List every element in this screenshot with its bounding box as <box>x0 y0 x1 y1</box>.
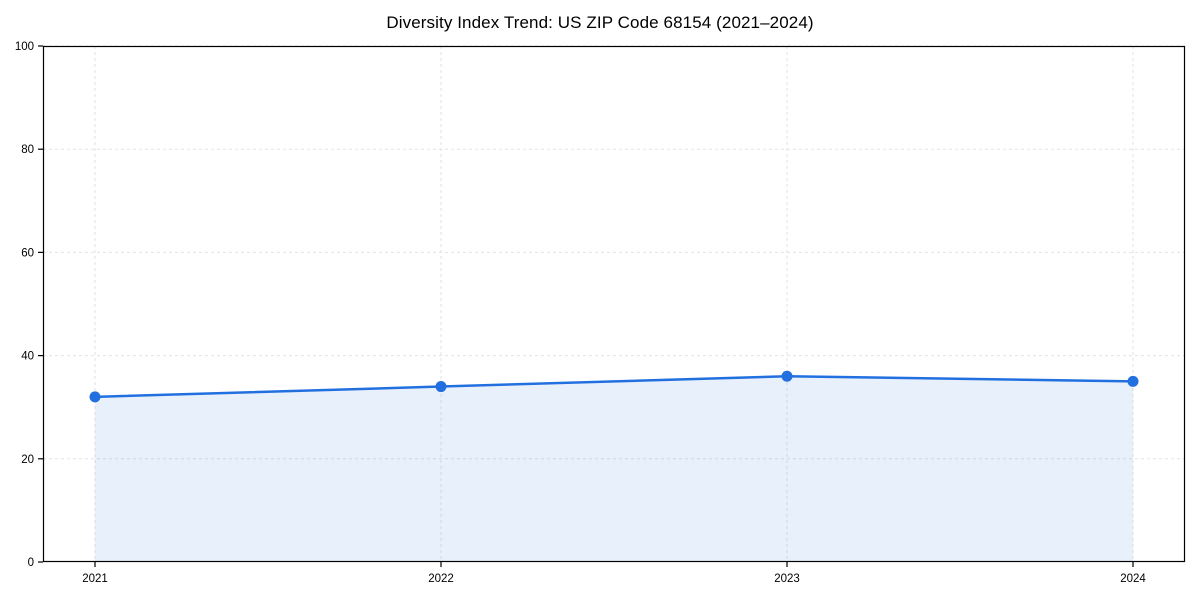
y-tick-label: 60 <box>21 247 34 259</box>
data-point-2021 <box>89 391 101 403</box>
area-fill <box>95 376 1133 562</box>
data-point-2022 <box>435 381 447 393</box>
plot-border <box>42 45 1186 563</box>
x-tick-label: 2021 <box>82 573 108 585</box>
x-tick-label: 2022 <box>428 573 454 585</box>
x-tick-label: 2023 <box>774 573 800 585</box>
y-tick-label: 100 <box>15 41 34 53</box>
y-tick-label: 20 <box>21 454 34 466</box>
y-tick-label: 0 <box>28 557 34 569</box>
trend-line <box>93 374 1135 399</box>
y-tick-label: 40 <box>21 351 34 363</box>
y-tick-label: 80 <box>21 144 34 156</box>
x-tick-label: 2024 <box>1120 573 1146 585</box>
chart-title: Diversity Index Trend: US ZIP Code 68154… <box>386 13 814 32</box>
data-point-2024 <box>1127 375 1139 387</box>
data-point-2023 <box>781 370 793 382</box>
